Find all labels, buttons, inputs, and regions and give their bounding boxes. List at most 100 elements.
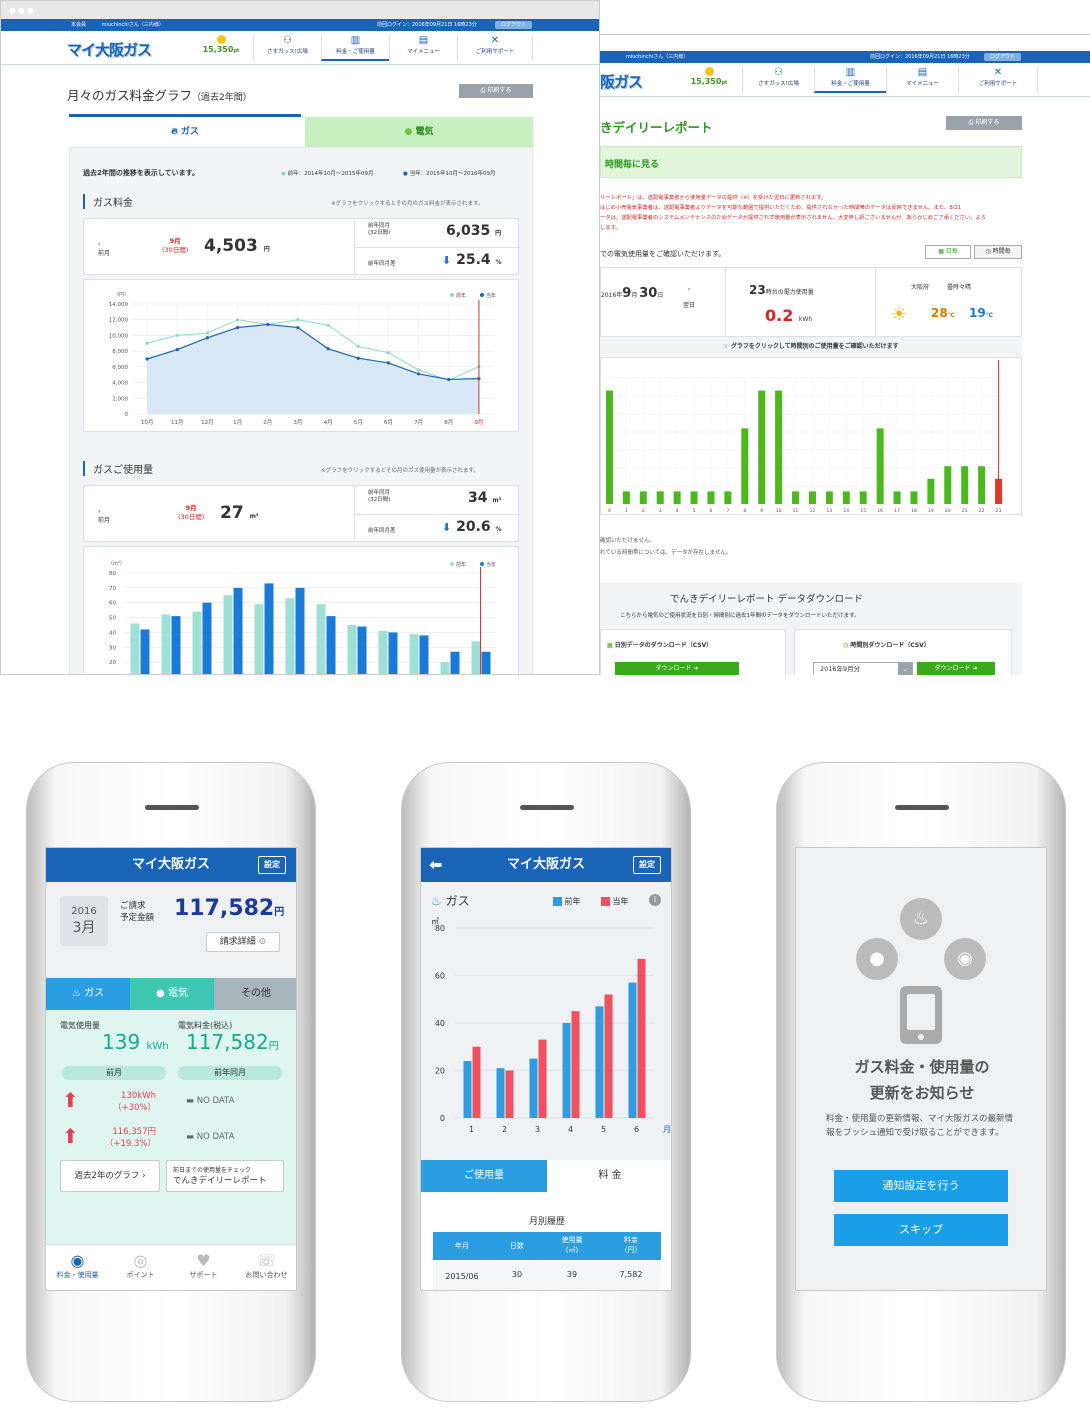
weather-text: 曇時々晴 [947, 284, 972, 291]
data-point [205, 331, 210, 335]
gas-fee-line-chart[interactable]: （円） 14,000 12,000 10,000 8,000 6,000 4,000 2,00… [84, 280, 520, 433]
two-year-graph-button[interactable]: 過去2年のグラフ › [60, 1160, 160, 1192]
skip-button[interactable]: スキップ [834, 1214, 1008, 1246]
prev-month-link[interactable]: ‹ 前月 [98, 241, 111, 257]
nav-mymenu[interactable]: ▤ マイメニュー [886, 67, 958, 93]
nav-fee-usage[interactable]: ◉ 料金・使用量 [46, 1251, 109, 1280]
hour-bar [961, 466, 969, 504]
nav-sasugas[interactable]: ⚇ さすガッス!広場 [253, 35, 321, 61]
check-text: での電気使用量をご確認いただけます。 [600, 250, 726, 258]
tab-fee[interactable]: 料 金 [547, 1160, 671, 1192]
divider [354, 514, 520, 515]
points-display[interactable]: 15,350pt [199, 35, 243, 54]
hour-bar [724, 491, 732, 504]
temp-low-value: 19 [969, 306, 986, 320]
data-point [356, 356, 360, 360]
bill-detail-button[interactable]: 請求詳細 ⊙ [206, 932, 280, 952]
fee-note: ※グラフをクリックするとその月のガス料金が表示されます。 [331, 201, 484, 207]
nav-fee-usage[interactable]: ▥ 料金・ご使用量 [321, 35, 389, 61]
logout-button[interactable]: ログアウト [495, 21, 533, 29]
settings-button[interactable]: 設定 [258, 856, 286, 874]
y-tick-label: 10,000 [109, 333, 129, 339]
hour-bar [876, 428, 884, 504]
tab-electric[interactable]: ● 電気 [305, 117, 533, 147]
bulb-icon: ● [156, 988, 165, 999]
bar-current [450, 651, 460, 674]
print-button[interactable]: ⎙ 印刷する [459, 84, 533, 98]
prev-yen-value: 116,357円 [112, 1127, 156, 1137]
nav-fee-usage[interactable]: ▥ 料金・ご使用量 [814, 67, 886, 93]
nav-support[interactable]: ✕ ご利用サポート [457, 35, 533, 61]
footnote-line: 確認いただけません。 [600, 538, 655, 544]
bar-current [472, 1046, 481, 1118]
download-title: でんきデイリーレポート データダウンロード [670, 594, 864, 605]
phone-gas-chart: ⬅ マイ大阪ガス 設定 ♨ ガス 前年 当年 i ㎥ 80 60 40 20 0 1 2 3 4 5… [401, 762, 691, 1402]
y-axis-label: （円） [114, 292, 129, 298]
site-logo[interactable]: 阪ガス [600, 73, 643, 91]
kwh-number: 0.2 [765, 306, 794, 325]
down-arrow-icon: ⬇ [442, 521, 452, 534]
daily-toggle[interactable]: ▦ 日毎 [925, 245, 971, 259]
account-bar: 本会員 miuchinchiさん（三内様） 前回ログイン：2016年09月21日… [1, 19, 599, 31]
daily-report-button[interactable]: 前日までの使用量をチェック でんきデイリーレポート [166, 1160, 284, 1192]
bar-chart-icon: ▥ [845, 67, 856, 78]
bar-previous [562, 1023, 571, 1118]
next-day-link[interactable]: › 翌日 [683, 286, 696, 309]
bar-previous [254, 604, 264, 674]
nav-support[interactable]: ✕ ご利用サポート [958, 67, 1038, 93]
fee-month: 9月 (30日間) [162, 237, 188, 255]
elec-usage-unit: kWh [146, 1041, 169, 1052]
nav-points[interactable]: ◎ ポイント [109, 1251, 172, 1280]
gas-usage-bar-chart[interactable]: （m³）8070605040302010前年当年 [84, 547, 520, 675]
chevron-down-icon: ⌄ [898, 663, 912, 675]
points-value: 15,350 [202, 45, 234, 54]
nav-sasugas[interactable]: ⚇ さすガッス!広場 [742, 67, 814, 93]
nav-support[interactable]: ♥ サポート [172, 1251, 235, 1280]
bar-current [202, 602, 212, 674]
month-select[interactable]: 2016年9月分 ⌄ [813, 662, 913, 675]
two-year-graph-label: 過去2年のグラフ [74, 1171, 140, 1181]
x-axis-unit: 月 [663, 1125, 671, 1134]
x-tick-label: 19 [928, 508, 934, 514]
app-title: マイ大阪ガス [506, 857, 585, 872]
legend-swatch [480, 562, 484, 566]
x-tick-label: 16 [877, 508, 883, 514]
hourly-usage-bar-chart[interactable]: 0 1 2 3 4 5 6 7 8 9 10 11 12 13 14 15 16 17 18 19 20 21 22 23 [601, 358, 1023, 516]
site-logo[interactable]: マイ大阪ガス [67, 41, 152, 59]
data-point [296, 325, 300, 330]
bar-previous [161, 614, 171, 674]
tab-gas[interactable]: 🔥︎ ガス [69, 114, 301, 147]
prev-month-link[interactable]: ‹ 前月 [98, 508, 111, 524]
hour-bar [910, 491, 918, 504]
print-button[interactable]: ⎙ 印刷する [946, 116, 1022, 130]
x-tick-label: 5月 [354, 419, 363, 426]
tab-electric[interactable]: ● 電気 [130, 978, 214, 1010]
hourly-toggle[interactable]: ◷ 時間毎 [974, 245, 1022, 259]
points-display[interactable]: 15,350pt [686, 67, 732, 86]
nav-contact[interactable]: ☏ お問い合わせ [235, 1251, 296, 1280]
nav-mymenu[interactable]: ▤ マイメニュー [389, 35, 457, 61]
tab-usage[interactable]: ご使用量 [421, 1160, 547, 1192]
info-icon[interactable]: i [649, 894, 661, 906]
legend-label: 当年 [486, 561, 496, 568]
bar-current [264, 583, 274, 674]
x-tick-label: 14 [843, 508, 849, 514]
logout-button[interactable]: ログアウト [984, 53, 1022, 61]
hourly-chart-card[interactable]: 0 1 2 3 4 5 6 7 8 9 10 11 12 13 14 15 16 17 18 19 20 21 22 23 [600, 357, 1022, 515]
x-tick-label: 5 [601, 1125, 606, 1134]
notify-settings-button[interactable]: 通知設定を行う [834, 1170, 1008, 1202]
fee-value: 4,503 円 [204, 236, 270, 256]
daily-report-label: でんきデイリーレポート [173, 1176, 267, 1186]
daily-download-button[interactable]: ダウンロード ➔ [615, 662, 739, 675]
elec-fee-label: 電気料金(税込) [178, 1021, 233, 1030]
bar-chart-icon: ▥ [350, 35, 361, 46]
tab-gas[interactable]: ♨ ガス [46, 978, 130, 1010]
fee-chart-card[interactable]: （円） 14,000 12,000 10,000 8,000 6,000 4,000 2,00… [83, 279, 519, 432]
back-arrow-icon[interactable]: ⬅ [429, 855, 443, 874]
tab-other[interactable]: その他 [214, 978, 296, 1010]
print-label: 印刷する [975, 119, 1000, 126]
usage-chart-card[interactable]: （m³）8070605040302010前年当年 [83, 546, 520, 675]
settings-button[interactable]: 設定 [633, 856, 661, 874]
hourly-download-button[interactable]: ダウンロード ➔ [917, 662, 995, 675]
